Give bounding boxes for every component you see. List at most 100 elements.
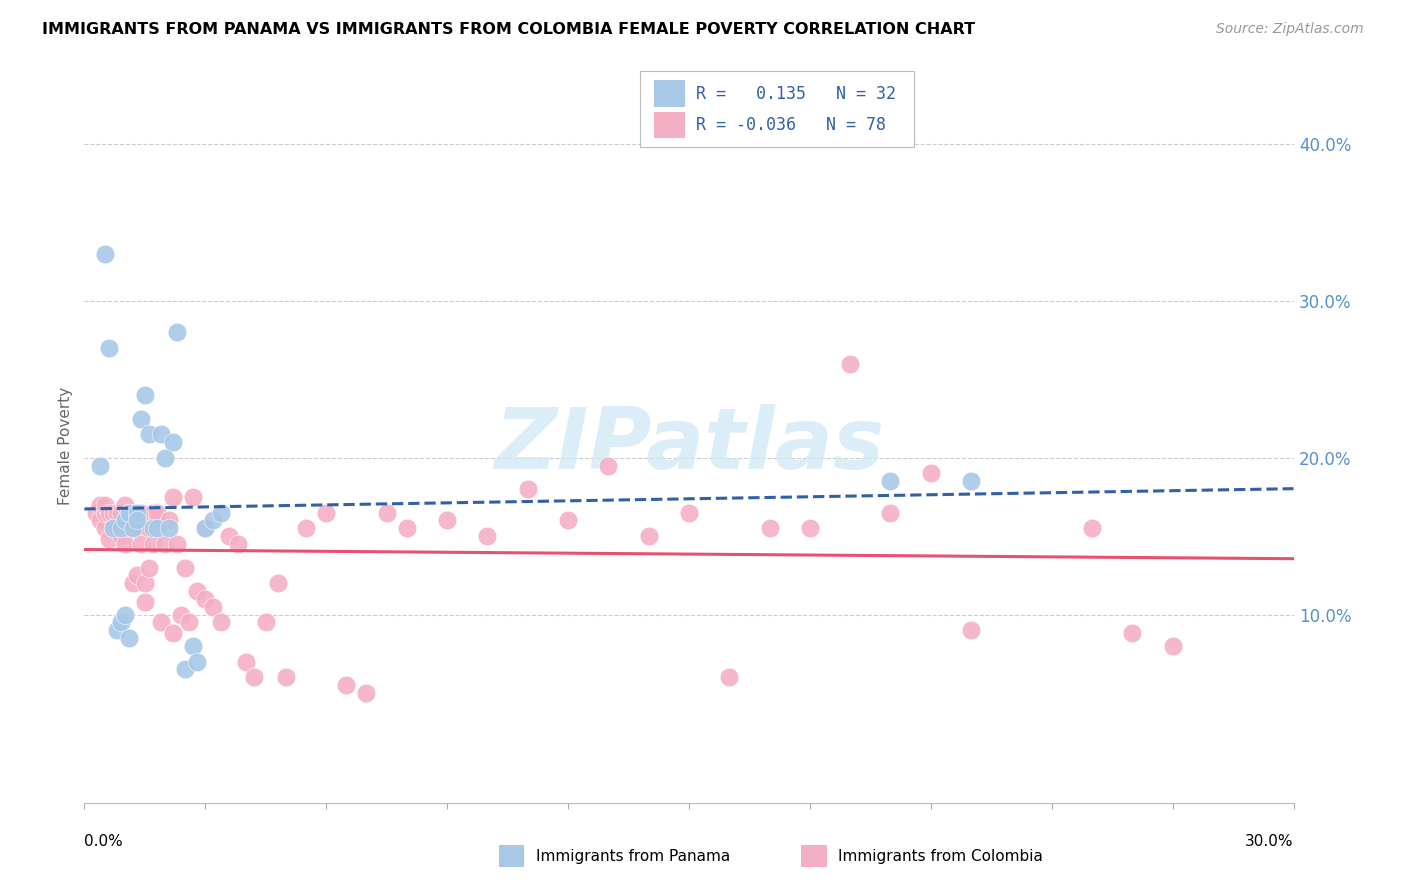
Point: [174, 560, 197, 574]
Point: [114, 514, 136, 528]
Text: ZIPatlas: ZIPatlas: [494, 404, 884, 488]
Point: [125, 568, 148, 582]
Text: Immigrants from Panama: Immigrants from Panama: [536, 849, 730, 863]
Point: [114, 537, 136, 551]
Text: Source: ZipAtlas.com: Source: ZipAtlas.com: [1216, 22, 1364, 37]
Point: [114, 607, 136, 622]
Point: [110, 521, 132, 535]
Point: [202, 599, 225, 614]
Text: 0.0%: 0.0%: [84, 834, 124, 849]
Point: [718, 670, 741, 684]
Point: [105, 506, 128, 520]
Point: [118, 506, 141, 520]
Point: [181, 639, 204, 653]
Point: [166, 537, 188, 551]
Point: [153, 450, 176, 465]
Point: [118, 521, 141, 535]
Point: [146, 506, 169, 520]
Point: [758, 521, 780, 535]
Point: [242, 670, 264, 684]
Point: [960, 475, 983, 489]
Point: [101, 521, 124, 535]
Point: [121, 576, 143, 591]
Text: R =   0.135   N = 32: R = 0.135 N = 32: [696, 85, 896, 103]
Text: 30.0%: 30.0%: [1246, 834, 1294, 849]
Point: [134, 595, 156, 609]
Point: [209, 615, 232, 630]
Point: [477, 529, 499, 543]
Point: [138, 521, 160, 535]
Point: [118, 631, 141, 645]
Point: [1081, 521, 1104, 535]
Point: [960, 624, 983, 638]
Point: [97, 341, 120, 355]
Point: [186, 655, 208, 669]
Point: [202, 514, 225, 528]
Point: [209, 506, 232, 520]
Point: [146, 514, 169, 528]
Point: [105, 624, 128, 638]
Text: IMMIGRANTS FROM PANAMA VS IMMIGRANTS FROM COLOMBIA FEMALE POVERTY CORRELATION CH: IMMIGRANTS FROM PANAMA VS IMMIGRANTS FRO…: [42, 22, 976, 37]
Point: [157, 514, 180, 528]
Point: [254, 615, 277, 630]
Point: [114, 514, 136, 528]
Text: R = -0.036   N = 78: R = -0.036 N = 78: [696, 116, 886, 134]
Point: [142, 537, 165, 551]
Point: [105, 521, 128, 535]
Point: [153, 537, 176, 551]
Point: [335, 678, 357, 692]
Point: [121, 521, 143, 535]
Point: [89, 498, 111, 512]
Point: [110, 615, 132, 630]
Point: [879, 506, 901, 520]
Point: [839, 357, 862, 371]
Point: [162, 490, 184, 504]
Point: [166, 326, 188, 340]
Point: [436, 514, 458, 528]
Point: [218, 529, 240, 543]
Point: [557, 514, 579, 528]
Point: [138, 427, 160, 442]
Point: [118, 506, 141, 520]
Point: [125, 506, 148, 520]
Point: [194, 591, 217, 606]
Point: [93, 506, 115, 520]
Point: [181, 490, 204, 504]
Point: [129, 537, 152, 551]
Point: [395, 521, 418, 535]
Point: [315, 506, 337, 520]
Point: [295, 521, 318, 535]
Text: Immigrants from Colombia: Immigrants from Colombia: [838, 849, 1043, 863]
Point: [267, 576, 290, 591]
Point: [146, 521, 169, 535]
Point: [93, 498, 115, 512]
Point: [101, 506, 124, 520]
Point: [356, 686, 378, 700]
Point: [114, 498, 136, 512]
Point: [174, 663, 197, 677]
Point: [138, 560, 160, 574]
Point: [179, 615, 201, 630]
Point: [149, 427, 172, 442]
Point: [194, 521, 217, 535]
Point: [879, 475, 901, 489]
Point: [920, 467, 942, 481]
Point: [678, 506, 700, 520]
Point: [125, 521, 148, 535]
Point: [134, 576, 156, 591]
Point: [235, 655, 257, 669]
Point: [93, 247, 115, 261]
Point: [97, 533, 120, 547]
Point: [121, 521, 143, 535]
Point: [93, 521, 115, 535]
Point: [598, 458, 620, 473]
Point: [101, 521, 124, 535]
Point: [86, 506, 108, 520]
Point: [89, 458, 111, 473]
Point: [194, 521, 217, 535]
Y-axis label: Female Poverty: Female Poverty: [58, 387, 73, 505]
Point: [274, 670, 297, 684]
Point: [110, 506, 132, 520]
Point: [142, 506, 165, 520]
Point: [1121, 626, 1143, 640]
